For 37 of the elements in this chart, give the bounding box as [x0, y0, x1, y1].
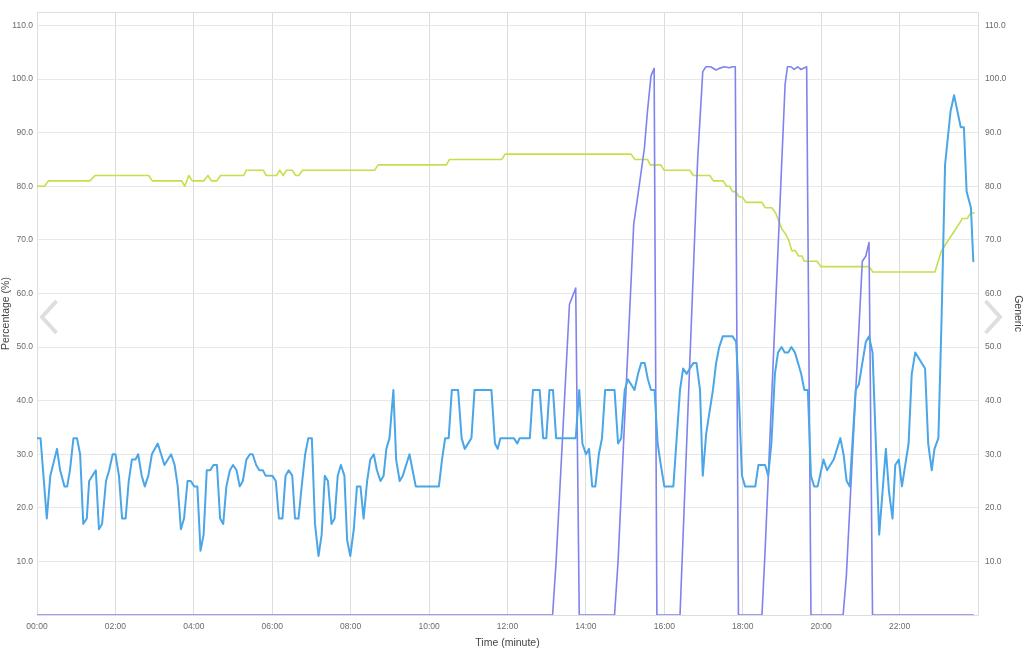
- y2-tick-label: 80.0: [985, 180, 1002, 191]
- y2-tick-label: 40.0: [985, 394, 1002, 405]
- x-tick-label: 10:00: [418, 621, 440, 632]
- x-tick-label: 14:00: [575, 621, 597, 632]
- x-tick-label: 06:00: [261, 621, 284, 632]
- y2-tick-label: 100.0: [985, 73, 1007, 84]
- y2-tick-label: 70.0: [985, 234, 1002, 245]
- y-axis-title: Percentage (%): [0, 277, 12, 351]
- x-tick-label: 16:00: [653, 621, 676, 632]
- y2-tick-label: 50.0: [985, 341, 1002, 352]
- x-tick-label: 04:00: [183, 621, 205, 632]
- x-tick-label: 12:00: [496, 621, 519, 632]
- y2-tick-label: 20.0: [985, 502, 1002, 513]
- x-tick-label: 08:00: [340, 621, 362, 632]
- x-tick-label: 22:00: [888, 621, 911, 632]
- y-tick-label: 30.0: [16, 448, 34, 459]
- x-axis-title: Time (minute): [475, 635, 540, 648]
- y2-axis-title: Generic: [1012, 295, 1024, 332]
- y-tick-label: 60.0: [16, 287, 34, 298]
- y-tick-label: 70.0: [16, 234, 34, 245]
- x-tick-label: 02:00: [104, 621, 127, 632]
- y-tick-label: 90.0: [16, 127, 34, 138]
- y-tick-label: 110.0: [12, 19, 34, 30]
- y-tick-label: 10.0: [16, 555, 34, 566]
- y-tick-label: 100.0: [11, 73, 34, 84]
- y-tick-label: 80.0: [16, 180, 34, 191]
- y2-tick-label: 10.0: [985, 555, 1002, 566]
- x-tick-label: 20:00: [810, 621, 833, 632]
- y2-tick-label: 110.0: [985, 19, 1006, 30]
- y-tick-label: 20.0: [16, 502, 34, 513]
- y2-tick-label: 60.0: [985, 287, 1002, 298]
- x-tick-label: 18:00: [732, 621, 754, 632]
- x-tick-label: 00:00: [26, 621, 48, 632]
- y-tick-label: 50.0: [16, 341, 34, 352]
- y-tick-label: 40.0: [16, 394, 34, 405]
- y2-tick-label: 90.0: [985, 127, 1002, 138]
- y2-tick-label: 30.0: [985, 448, 1002, 459]
